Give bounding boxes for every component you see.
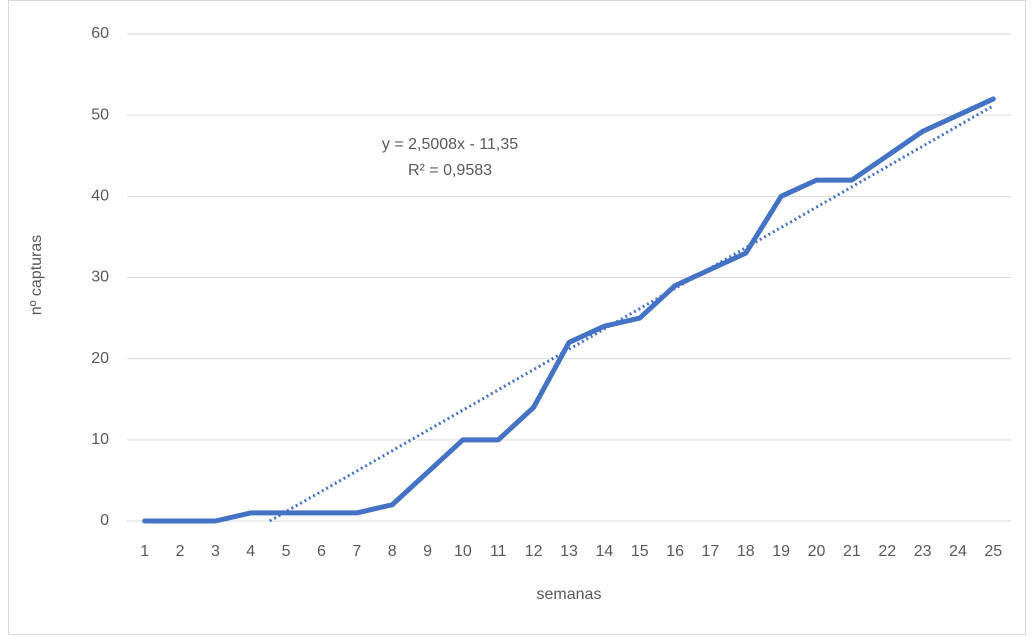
x-tick-label: 10 <box>454 543 472 560</box>
x-tick-label: 12 <box>525 543 543 560</box>
x-tick-label: 2 <box>176 543 185 560</box>
y-tick-label: 10 <box>91 431 109 448</box>
x-tick-label: 23 <box>914 543 932 560</box>
x-tick-label: 15 <box>631 543 649 560</box>
x-tick-label: 8 <box>388 543 397 560</box>
y-tick-label: 60 <box>91 25 109 42</box>
x-tick-label: 16 <box>666 543 684 560</box>
trendline <box>269 104 995 523</box>
x-tick-label: 24 <box>949 543 967 560</box>
x-tick-label: 17 <box>702 543 720 560</box>
y-tick-label: 40 <box>91 188 109 205</box>
x-tick-label: 4 <box>246 543 255 560</box>
x-tick-label: 7 <box>352 543 361 560</box>
trend-r2: R² = 0,9583 <box>408 162 492 179</box>
trend-equation: y = 2,5008x - 11,35 <box>382 136 518 153</box>
x-tick-label: 19 <box>772 543 790 560</box>
x-tick-label: 5 <box>282 543 291 560</box>
x-tick-label: 18 <box>737 543 755 560</box>
x-tick-label: 25 <box>984 543 1002 560</box>
y-tick-label: 30 <box>91 269 109 286</box>
x-tick-label: 9 <box>423 543 432 560</box>
chart-border <box>8 0 1026 635</box>
x-tick-label: 13 <box>560 543 578 560</box>
y-tick-label: 20 <box>91 350 109 367</box>
x-tick-label: 21 <box>843 543 861 560</box>
x-axis-label: semanas <box>537 586 602 603</box>
x-tick-label: 3 <box>211 543 220 560</box>
x-tick-label: 14 <box>595 543 613 560</box>
y-axis-label: nº capturas <box>28 235 45 316</box>
x-tick-label: 20 <box>808 543 826 560</box>
x-tick-label: 22 <box>878 543 896 560</box>
y-tick-label: 50 <box>91 106 109 123</box>
x-tick-label: 11 <box>490 543 507 560</box>
x-tick-label: 1 <box>140 543 149 560</box>
y-tick-label: 0 <box>100 512 109 529</box>
x-tick-label: 6 <box>317 543 326 560</box>
data-line <box>142 96 996 524</box>
